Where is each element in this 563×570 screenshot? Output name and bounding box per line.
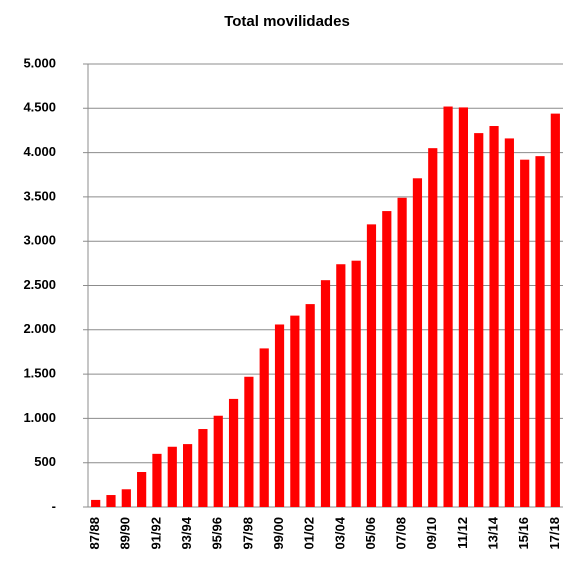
y-tick-label: 500 — [34, 454, 56, 469]
y-tick-label: 3.500 — [23, 188, 56, 203]
bar — [428, 148, 438, 508]
bar — [535, 156, 545, 508]
y-tick-label: 5.000 — [23, 55, 56, 70]
x-tick-label: 13/14 — [485, 516, 500, 549]
x-tick-label: 11/12 — [455, 517, 470, 549]
x-tick-label: 99/00 — [271, 517, 286, 550]
y-tick-label: 4.500 — [23, 100, 56, 115]
x-tick-label: 15/16 — [516, 517, 531, 550]
bar — [443, 106, 453, 507]
bar — [198, 429, 208, 507]
bar — [336, 264, 346, 507]
y-tick-label: 1.000 — [23, 410, 56, 425]
bar — [412, 178, 423, 507]
bar — [290, 315, 300, 507]
bar — [152, 453, 162, 507]
bar — [121, 489, 131, 507]
bar — [320, 280, 331, 507]
x-tick-label: 89/90 — [118, 517, 133, 550]
x-tick-label: 91/92 — [148, 517, 163, 550]
bar — [305, 304, 315, 507]
y-tick-label: - — [52, 498, 56, 513]
bar — [259, 348, 269, 507]
bar — [91, 499, 101, 507]
bar — [167, 446, 177, 507]
bar — [520, 159, 530, 508]
x-tick-label: 01/02 — [302, 517, 317, 550]
bar — [489, 126, 499, 508]
chart-title: Total movilidades — [224, 13, 350, 30]
bar — [106, 495, 116, 507]
bar — [137, 472, 147, 507]
bar — [474, 133, 484, 507]
x-tick-label: 17/18 — [547, 517, 562, 550]
x-tick-label: 07/08 — [394, 517, 409, 550]
bar — [397, 197, 407, 507]
y-tick-label: 2.000 — [23, 321, 56, 336]
x-tick-label: 09/10 — [424, 517, 439, 550]
x-tick-label: 05/06 — [363, 517, 378, 550]
x-tick-label: 97/98 — [240, 517, 255, 550]
bar — [351, 260, 361, 507]
bar — [183, 444, 193, 507]
y-tick-label: 1.500 — [23, 366, 56, 381]
x-tick-label: 87/88 — [87, 517, 102, 550]
y-tick-label: 2.500 — [23, 277, 56, 292]
y-tick-label: 3.000 — [23, 233, 56, 248]
bar — [504, 138, 514, 507]
bar — [213, 415, 223, 507]
bar — [228, 398, 239, 507]
x-tick-label: 93/94 — [179, 516, 194, 549]
x-tick-label: 95/96 — [210, 517, 225, 550]
bar — [274, 324, 285, 507]
bar — [382, 211, 392, 508]
bar — [244, 376, 254, 507]
y-tick-label: 4.000 — [23, 144, 56, 159]
bar — [366, 224, 377, 507]
x-tick-label: 03/04 — [332, 516, 347, 549]
bar — [550, 113, 560, 507]
bar — [458, 107, 468, 507]
